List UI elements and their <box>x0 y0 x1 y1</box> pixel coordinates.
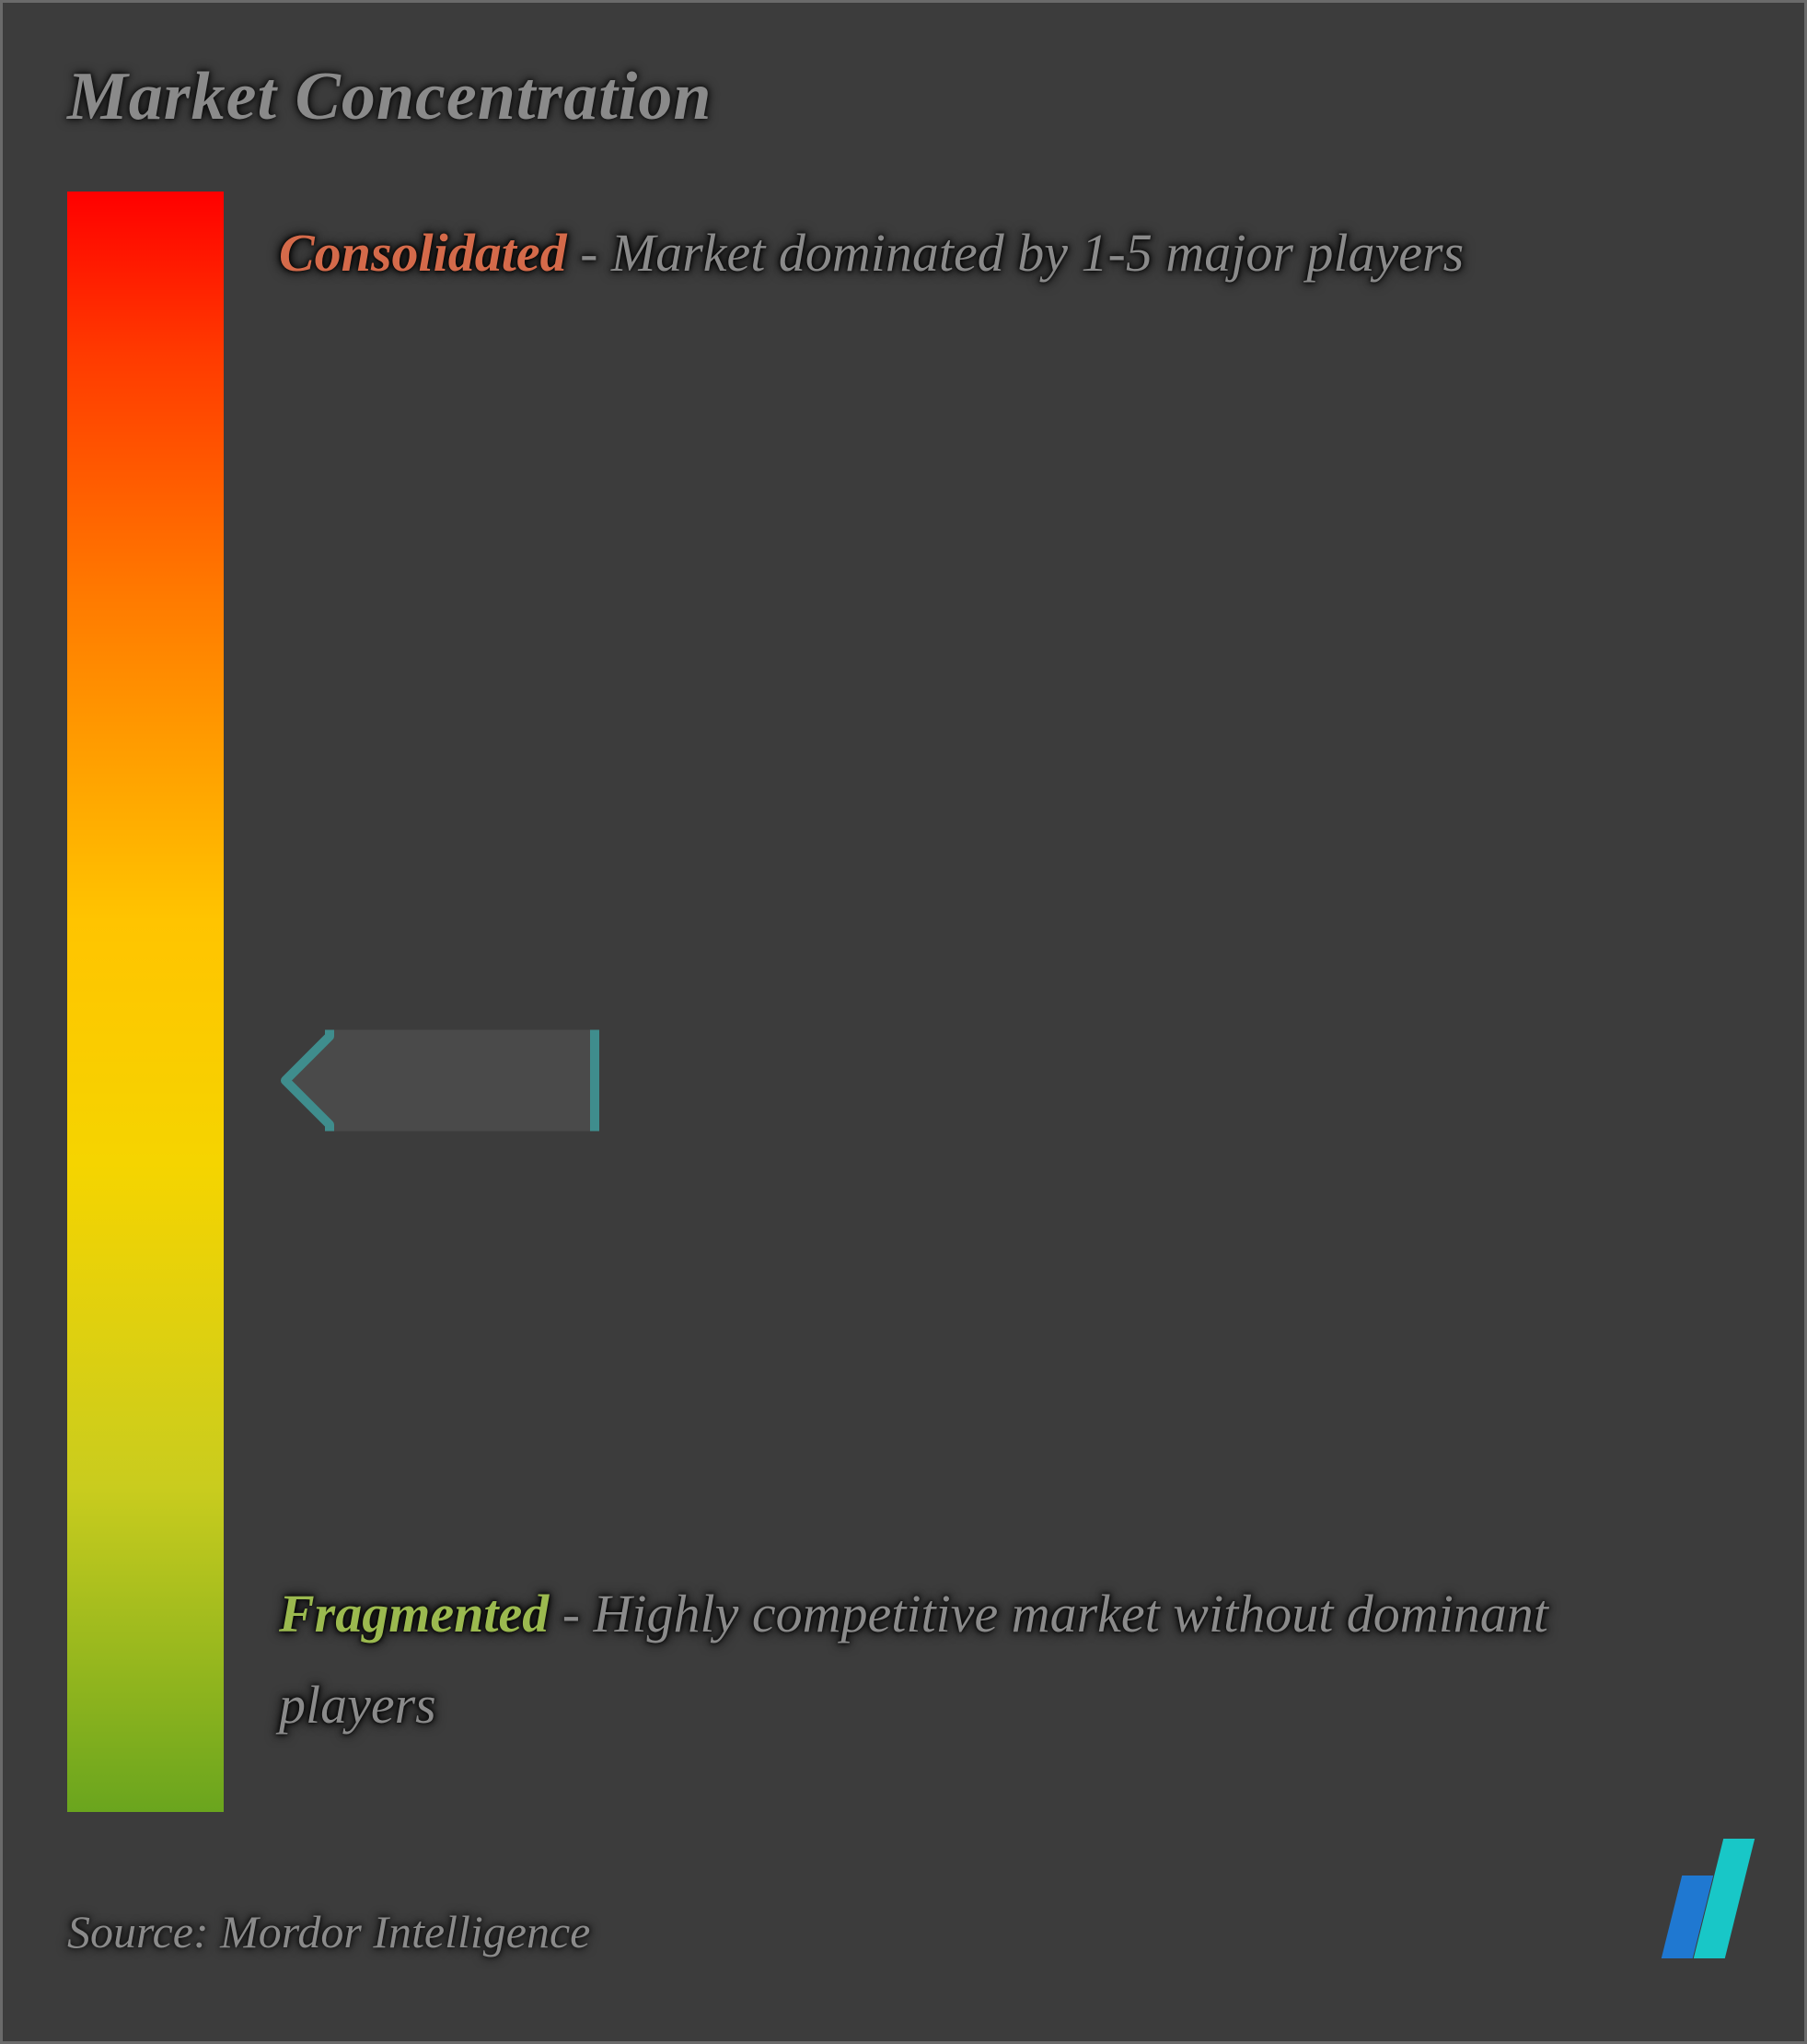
indicator-arrow <box>279 1030 601 1136</box>
source-label: Source: <box>67 1906 209 1957</box>
source-text: Source: Mordor Intelligence <box>67 1905 590 1958</box>
brand-logo <box>1672 1839 1740 1958</box>
footer-row: Source: Mordor Intelligence <box>67 1839 1740 1958</box>
source-value: Mordor Intelligence <box>220 1906 590 1957</box>
consolidated-label: Consolidated - Market dominated by 1-5 m… <box>279 208 1703 299</box>
market-concentration-card: Market Concentration Consolidated - Mark… <box>0 0 1807 2044</box>
arrow-left-icon <box>279 1030 601 1132</box>
labels-column: Consolidated - Market dominated by 1-5 m… <box>279 192 1740 1812</box>
content-row: Consolidated - Market dominated by 1-5 m… <box>67 192 1740 1812</box>
fragmented-key: Fragmented <box>279 1584 549 1643</box>
fragmented-label: Fragmented - Highly competitive market w… <box>279 1569 1703 1750</box>
consolidated-key: Consolidated <box>279 223 567 283</box>
concentration-gradient-bar <box>67 192 224 1812</box>
page-title: Market Concentration <box>67 58 1740 136</box>
consolidated-desc: - Market dominated by 1-5 major players <box>580 223 1464 283</box>
